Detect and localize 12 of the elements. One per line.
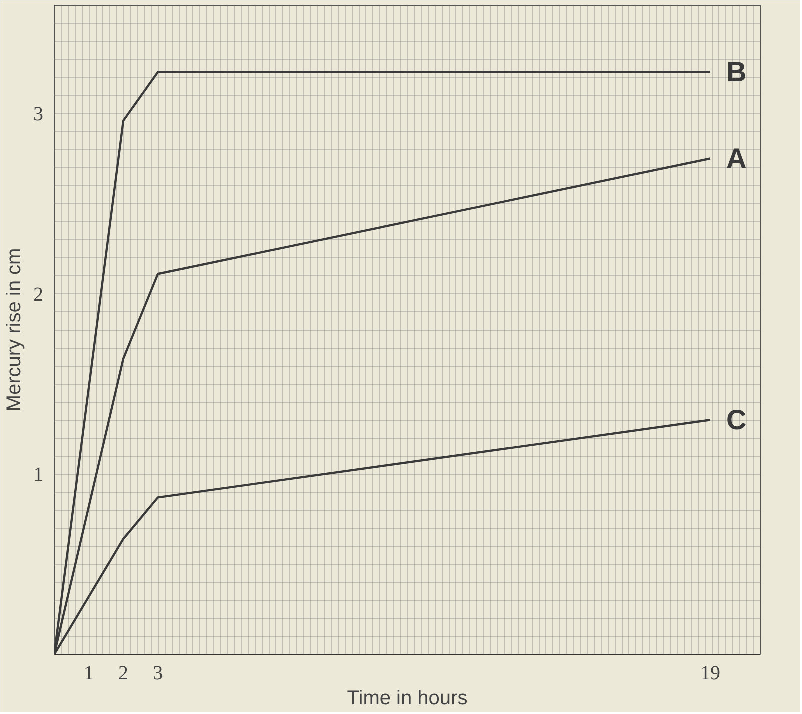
x-axis-title: Time in hours — [347, 688, 468, 710]
y-tick-label: 2 — [34, 284, 44, 306]
x-tick-label: 19 — [700, 662, 720, 684]
y-tick-label: 1 — [34, 464, 44, 486]
series-label: B — [726, 56, 747, 88]
y-axis-title: Mercury rise in cm — [4, 248, 26, 412]
series-label: A — [726, 143, 747, 174]
series-label: C — [726, 404, 747, 436]
x-tick-label: 2 — [118, 662, 129, 684]
y-tick-label: 3 — [34, 104, 44, 126]
x-tick-label: 3 — [153, 662, 164, 684]
x-tick-label: 1 — [84, 662, 94, 684]
